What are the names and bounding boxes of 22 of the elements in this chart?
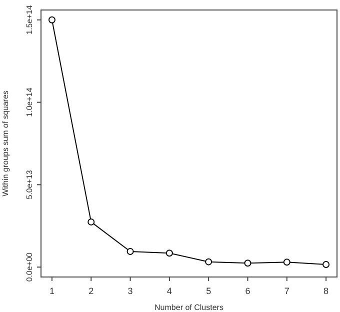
- x-tick-label: 4: [166, 286, 172, 296]
- point: [88, 218, 95, 226]
- point: [244, 260, 252, 267]
- x-tick-label: 2: [88, 286, 94, 296]
- point: [283, 258, 290, 266]
- x-tick-label: 5: [206, 286, 212, 296]
- y-axis-title: Within groups sum of squares: [1, 90, 10, 196]
- x-tick-label: 1: [49, 286, 54, 296]
- y-tick-label: 1.0e+14: [25, 87, 34, 117]
- y-tick-label: 5.0e+13: [25, 170, 34, 200]
- x-axis-title: Number of Clusters: [154, 303, 224, 312]
- point: [126, 248, 134, 255]
- x-tick-label: 3: [128, 286, 133, 296]
- y-tick-label: 1.5e+14: [25, 4, 34, 34]
- point: [205, 258, 212, 266]
- y-tick-label: 0.0e+00: [25, 252, 34, 282]
- point: [48, 16, 56, 24]
- x-tick-label: 7: [284, 286, 290, 296]
- x-tick-label: 6: [245, 286, 250, 296]
- point: [322, 260, 330, 268]
- point: [166, 250, 173, 257]
- x-tick-label: 8: [324, 286, 329, 296]
